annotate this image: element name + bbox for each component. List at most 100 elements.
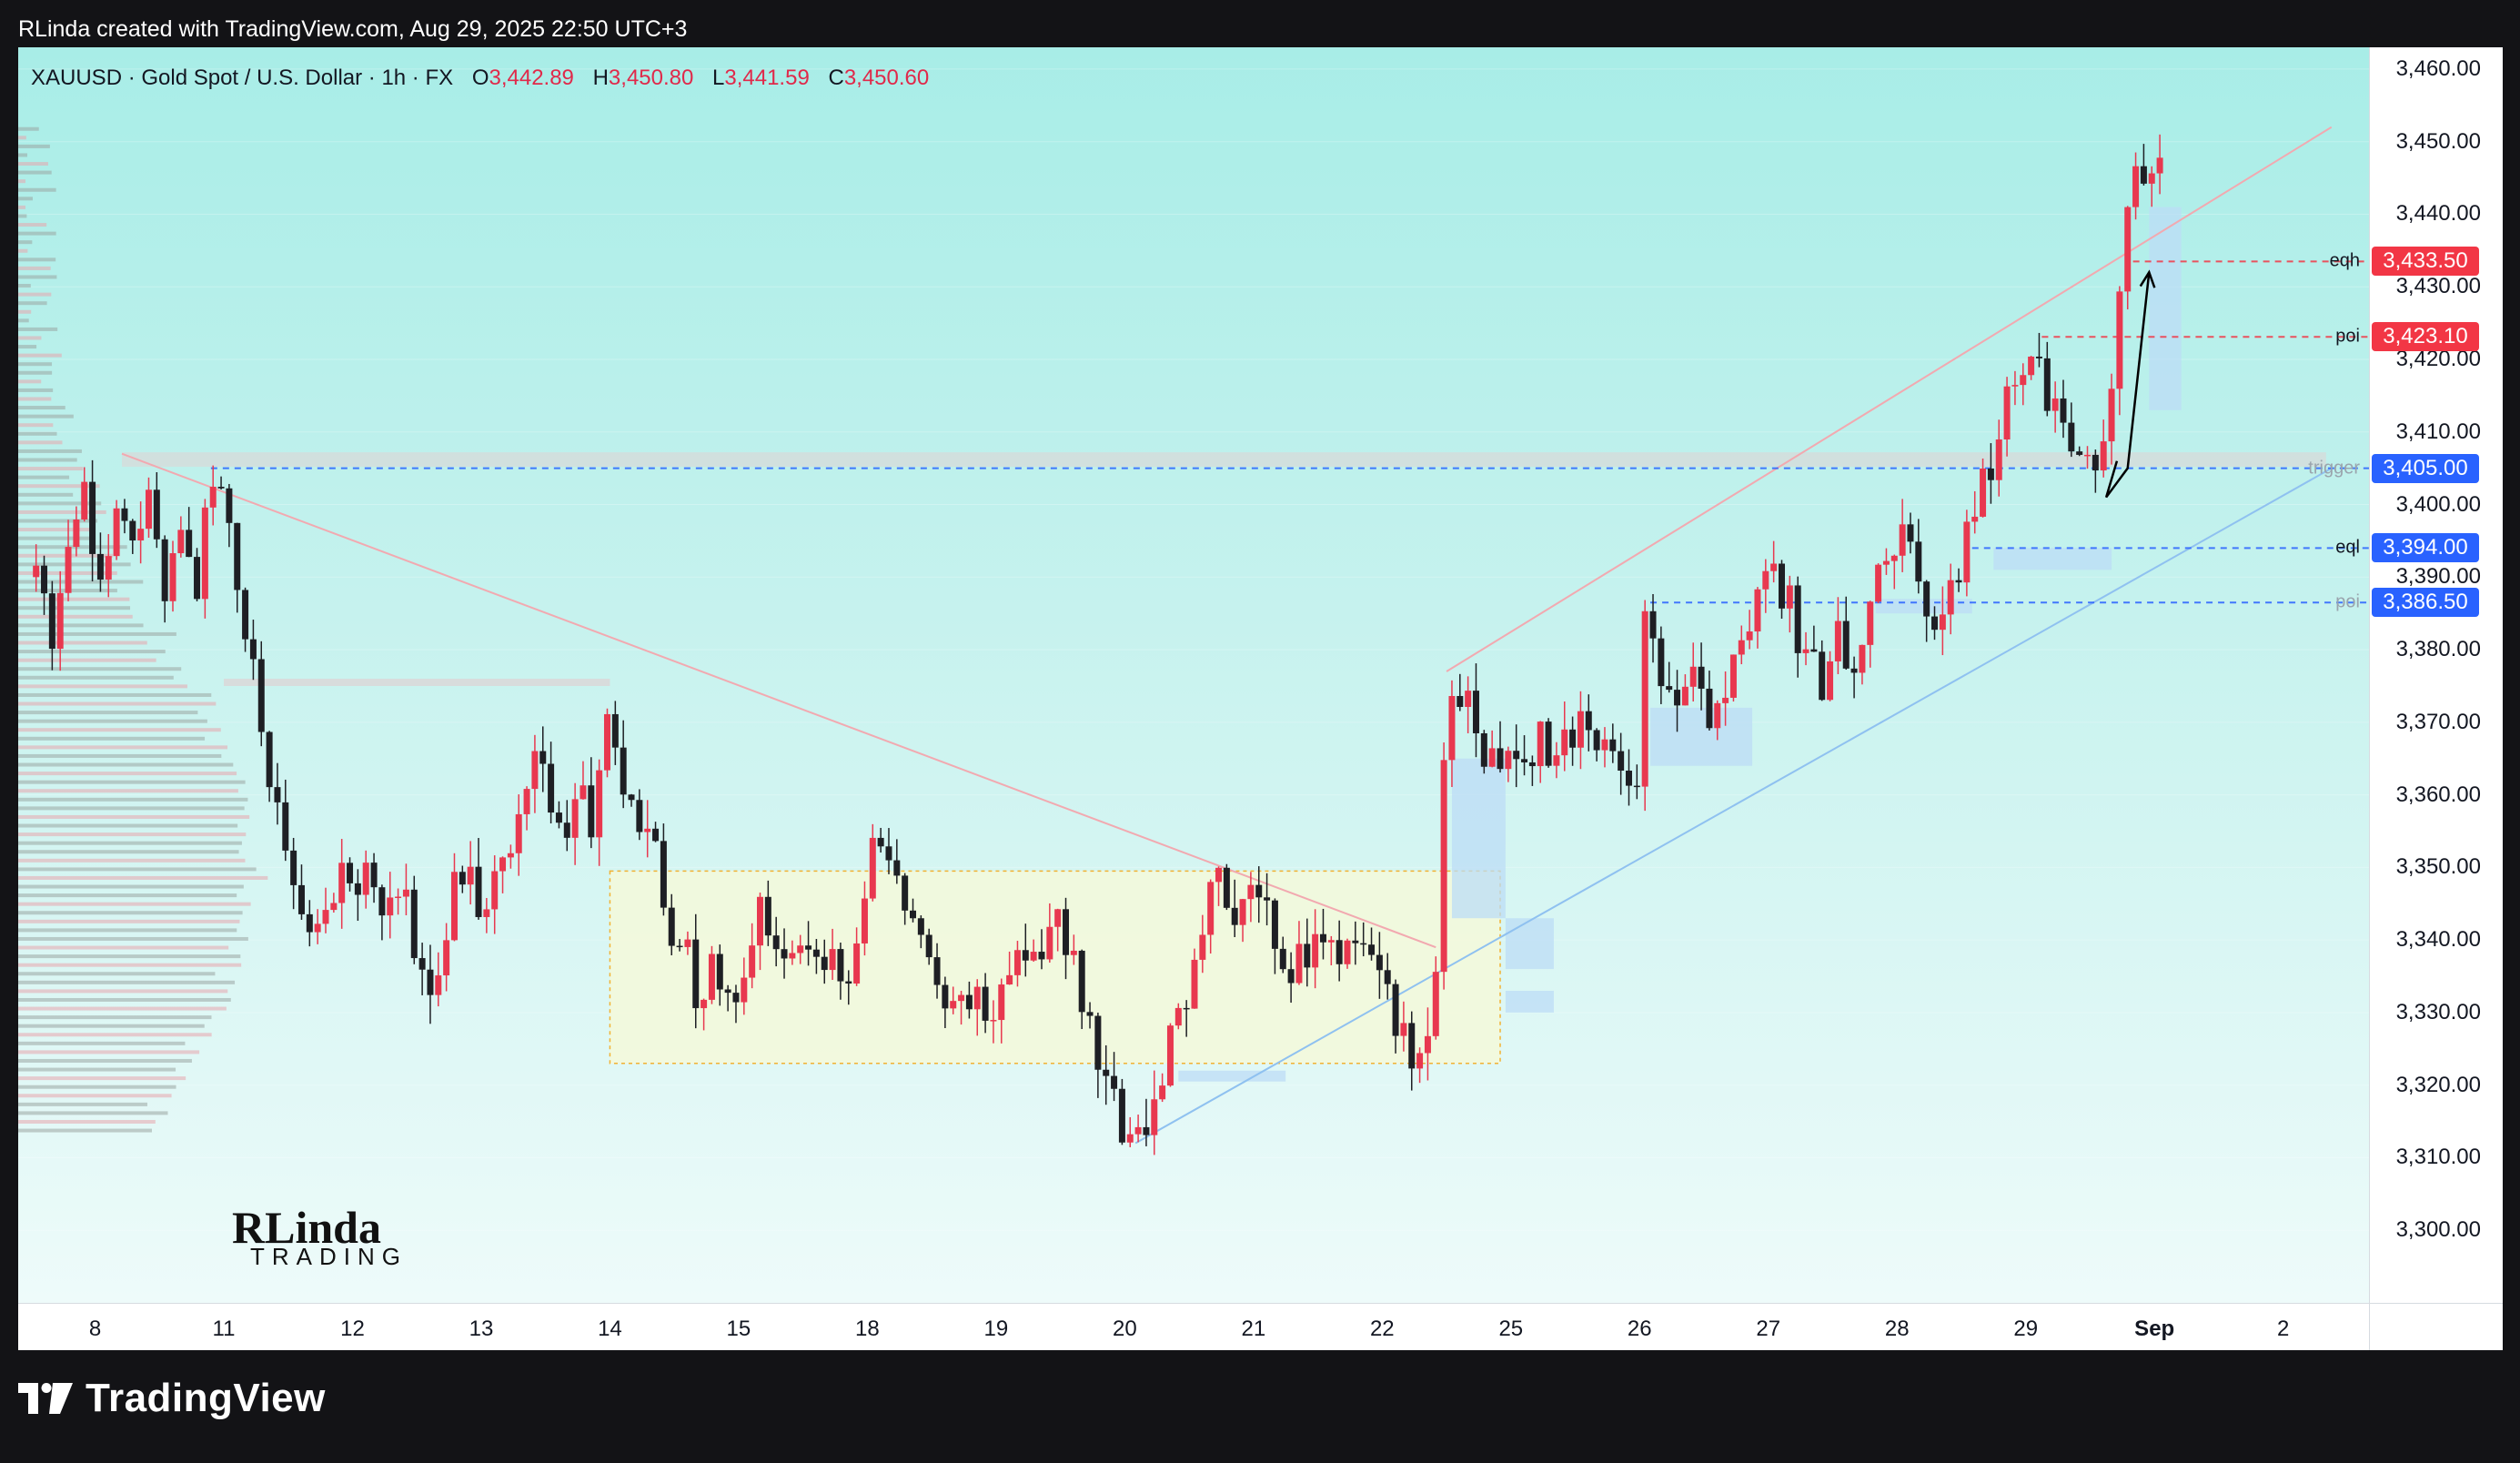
volume-profile-bar: [18, 598, 129, 601]
volume-profile-bar: [18, 684, 187, 688]
candle-body: [870, 838, 876, 899]
price-tag-eqh: 3,433.50: [2372, 247, 2479, 276]
candle-body: [1948, 580, 1954, 615]
volume-profile-bar: [18, 711, 197, 714]
tradingview-logo[interactable]: TradingView: [18, 1376, 326, 1421]
candle-body: [1561, 730, 1567, 755]
volume-profile-bar: [18, 214, 26, 217]
volume-profile-bar: [18, 528, 93, 531]
price-axis[interactable]: 3,460.00 3,450.00 3,440.00 3,430.00 3,420.00…: [2369, 47, 2503, 1303]
candle-body: [862, 899, 868, 943]
author-caption: RLinda created with TradingView.com, Aug…: [18, 16, 687, 43]
volume-profile-bar: [18, 171, 52, 175]
candle-body: [1747, 631, 1753, 641]
candle-body: [732, 993, 739, 1002]
candle-body: [1900, 524, 1906, 555]
candle-body: [966, 995, 973, 1010]
candle-body: [822, 957, 828, 970]
volume-profile-bar: [18, 1042, 185, 1045]
candle-body: [1827, 661, 1833, 700]
candle-body: [137, 529, 144, 540]
candle-body: [701, 1000, 707, 1008]
order-block-zone: [1506, 991, 1554, 1013]
volume-profile-bar: [18, 188, 56, 192]
candle-body: [2004, 387, 2011, 439]
candle-body: [1103, 1070, 1109, 1076]
candle-body: [950, 1001, 956, 1008]
volume-profile-bar: [18, 362, 52, 366]
price-tick-label: 3,330.00: [2396, 1000, 2481, 1025]
volume-profile-bar: [18, 136, 26, 139]
volume-profile-bar: [18, 937, 248, 941]
candle-body: [154, 489, 160, 539]
candle-body: [387, 897, 393, 915]
date-tick-label: 25: [1498, 1317, 1523, 1342]
candle-body: [596, 771, 602, 838]
candle-body: [837, 949, 843, 981]
level-label-trigger: trigger: [2308, 458, 2360, 479]
date-tick-label: 28: [1885, 1317, 1910, 1342]
volume-profile-bar: [18, 763, 233, 767]
candle-body: [57, 593, 64, 649]
candle-body: [1247, 885, 1254, 900]
candle-body: [918, 918, 924, 934]
candle-body: [1730, 654, 1737, 697]
volume-profile-bar: [18, 537, 96, 540]
candle-body: [1915, 541, 1921, 581]
candle-body: [1094, 1016, 1101, 1070]
candle-body: [1714, 703, 1720, 728]
candle-body: [1151, 1099, 1157, 1135]
candle-body: [548, 764, 554, 813]
candle-body: [2076, 451, 2082, 455]
candle-body: [2109, 388, 2115, 441]
candle-body: [1497, 748, 1504, 769]
volume-profile-bar: [18, 641, 147, 645]
candle-body: [1586, 711, 1592, 731]
price-tick-label: 3,400.00: [2396, 492, 2481, 518]
volume-profile-bar: [18, 972, 215, 975]
candlestick-chart[interactable]: [18, 47, 2369, 1303]
candle-body: [1304, 943, 1310, 967]
candle-body: [1537, 721, 1544, 766]
candle-body: [644, 829, 650, 832]
candle-body: [169, 553, 176, 601]
candle-body: [805, 945, 811, 949]
low-value: 3,441.59: [724, 66, 809, 90]
candle-body: [2149, 174, 2155, 184]
price-tick-label: 3,460.00: [2396, 56, 2481, 82]
candle-body: [1787, 585, 1793, 608]
chart-plot-area[interactable]: XAUUSD · Gold Spot / U.S. Dollar · 1h · …: [18, 47, 2369, 1303]
candle-body: [531, 752, 538, 790]
candle-body: [41, 566, 47, 593]
volume-profile-bar: [18, 1015, 211, 1019]
candle-body: [1320, 934, 1326, 943]
candle-body: [1441, 760, 1447, 972]
candle-body: [250, 640, 257, 660]
volume-profile-bar: [18, 162, 48, 166]
candle-body: [106, 556, 112, 580]
date-tick-label: 27: [1756, 1317, 1780, 1342]
candle-body: [1739, 641, 1745, 655]
volume-profile-bar: [18, 1033, 212, 1036]
volume-profile-bar: [18, 720, 207, 723]
candle-body: [2052, 399, 2059, 411]
candle-body: [1448, 696, 1455, 760]
volume-profile-bar: [18, 667, 181, 671]
volume-profile-bar: [18, 153, 27, 156]
candle-body: [1601, 740, 1608, 751]
candle-body: [1368, 944, 1375, 954]
candle-body: [1634, 786, 1640, 788]
candle-body: [1891, 556, 1898, 561]
candle-body: [1280, 949, 1286, 969]
low-label: L: [712, 66, 724, 90]
volume-profile-bar: [18, 1059, 192, 1063]
candle-body: [1859, 645, 1865, 673]
tradingview-logo-icon: [18, 1383, 73, 1414]
price-tag-trigger: 3,405.00: [2372, 454, 2479, 483]
date-tick-label: 22: [1370, 1317, 1395, 1342]
watermark-sub: TRADING: [250, 1243, 408, 1271]
volume-profile-bar: [18, 806, 245, 810]
candle-body: [1963, 521, 1970, 582]
date-axis[interactable]: 8 11 12 13 14 15 18 19 20 21 22 25 26 27 28 29 Sep 2: [18, 1303, 2369, 1351]
candle-body: [307, 914, 313, 933]
